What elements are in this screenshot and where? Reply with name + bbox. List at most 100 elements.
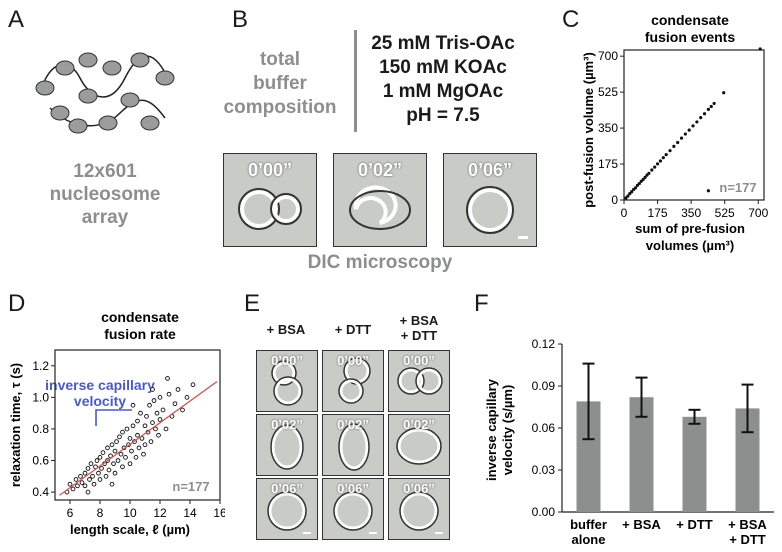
chart-f-ylabel-line: inverse capillary [484,378,499,481]
e-micrograph: 0’00” [256,350,318,412]
chart-c-point [676,140,680,145]
chart-d-fit-line [59,381,218,496]
e-micrograph: 0’06” [322,478,384,540]
chart-c-point [641,177,645,182]
chart-c-xtick-label: 700 [748,206,768,220]
chart-d-point [94,458,100,463]
chart-c-point [687,128,691,132]
chart-c-point [706,107,710,111]
chart-d-point [82,483,88,489]
chart-d-point [135,418,140,424]
chart-f-category-label: + BSA [622,517,661,532]
chart-c-point [658,159,663,163]
scale-bar [303,532,311,534]
chart-d-point [118,451,124,457]
chart-d-point [156,432,161,438]
chart-d-point [127,461,133,467]
e-column-header-line: + BSA [266,322,306,337]
chart-d-point [100,450,106,455]
panel-e-letter: E [244,290,261,317]
chart-c-point [626,194,630,198]
e-timestamp: 0’06” [403,481,435,496]
chart-d-annotation-line: inverse capillary [45,377,155,393]
chart-d-point [79,480,85,485]
chart-f-category-label: buffer [570,517,607,532]
panel-c-letter: C [562,6,580,33]
chart-d-point [106,467,112,473]
chart-c-point [661,156,665,160]
chart-c-point [647,171,651,175]
chart-d-point [160,407,166,413]
dic-frame: 0’06” [443,153,537,247]
fusion-events-chart: condensate fusion events post-fusion vol… [581,12,769,253]
chart-f-category-label: + DTT [729,532,766,547]
chart-c-ylabel: post-fusion volume (µm³) [581,52,596,208]
chart-d-point [124,426,130,432]
scale-bar [518,236,528,239]
chart-d-xtick-label: 10 [123,506,137,520]
chart-c-title-line: fusion events [645,29,735,45]
chart-d-annotation-line: velocity [74,393,126,409]
buffer-recipe-line: 25 mM Tris-OAc [371,33,515,54]
chart-d-point [150,387,155,392]
chart-d-xlabel: length scale, ℓ (µm) [70,522,190,537]
chart-d-point [99,466,104,471]
chart-f-ytick-label: 0.00 [532,505,556,519]
chart-d-point [154,410,160,416]
chart-d-ytick-label: 0.8 [32,422,49,436]
panel-f-letter: F [474,290,489,317]
chart-d-point [109,442,115,448]
chart-d-point [130,423,136,429]
chart-d-point [96,470,101,476]
chart-d-point [129,448,134,454]
buffer-recipe-line: 150 mM KOAc [379,57,507,78]
chart-c-point [683,132,687,136]
dic-timestamp: 0’02” [357,160,403,180]
e-column-header: + DTT [318,322,388,337]
chart-d-point [91,481,97,487]
chart-d-ytick-label: 0.6 [32,454,49,468]
chart-d-point [163,426,169,432]
chart-d-point [114,439,119,444]
buffer-composition-label-line: total [259,49,301,70]
buffer-composition-label-line: buffer [253,73,307,94]
chart-d-point [165,376,170,381]
chart-c-point [637,181,641,186]
chart-d-point [184,395,190,400]
panel-a-label-line: array [81,207,129,228]
chart-c-ytick-label: 0 [611,193,618,207]
chart-c-xlabel-line: volumes (µm³) [646,238,734,253]
chart-d-point [138,410,143,416]
chart-d-point [82,470,88,476]
chart-f-ylabel-line: velocity (s/µm) [500,385,515,476]
e-timestamp: 0’00” [403,353,435,368]
chart-d-point [70,486,76,492]
chart-d-point [157,395,163,400]
chart-d-point [148,439,154,444]
chart-d-point [88,461,94,467]
chart-d-point [103,473,109,479]
chart-d-point [175,387,181,392]
chart-d-point [112,470,118,476]
e-timestamp: 0’00” [337,353,369,368]
chart-d-point [85,466,91,471]
chart-d-title-line: condensate [101,309,179,325]
chart-d-point [153,426,158,432]
panel-a-label-line: nucleosome [49,184,161,205]
chart-d-xtick-label: 8 [97,506,104,520]
chart-d-point [67,481,73,487]
e-column-header: + BSA + DTT [384,313,454,343]
chart-d-ylabel: relaxation time, τ (s) [8,363,23,487]
e-micrograph: 0’06” [256,478,318,540]
e-column-header-line: + DTT [334,322,372,337]
chart-d-ytick-label: 1.2 [32,359,49,373]
chart-d-point [85,489,91,495]
chart-d-point [111,461,116,467]
buffer-recipe-line: 1 mM MgOAc [382,81,504,102]
chart-c-n-label: n=177 [719,180,756,195]
e-timestamp: 0’02” [403,417,435,432]
chart-d-point [105,445,110,451]
chart-d-point [120,429,125,435]
e-micrograph: 0’02” [388,414,450,476]
chart-d-xtick-label: 14 [183,506,197,520]
